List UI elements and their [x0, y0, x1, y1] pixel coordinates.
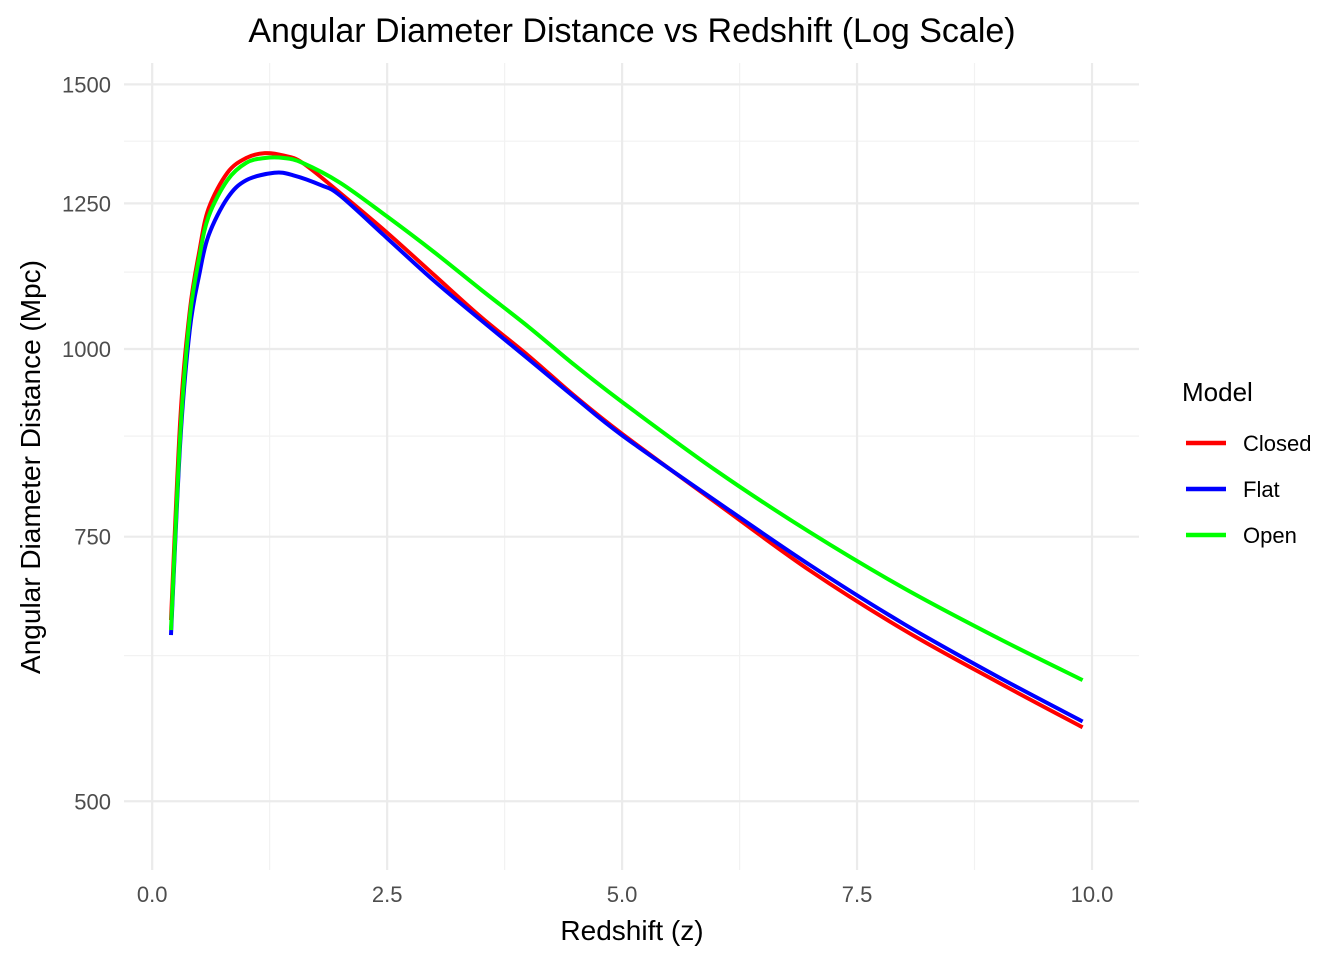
y-tick-label: 1500 [62, 72, 111, 97]
series-line-flat [168, 170, 1084, 724]
y-axis-title: Angular Diameter Distance (Mpc) [15, 260, 46, 674]
chart-title: Angular Diameter Distance vs Redshift (L… [248, 12, 1015, 50]
series-lines [168, 151, 1084, 730]
x-tick-label: 7.5 [842, 882, 873, 907]
x-axis-title: Redshift (z) [560, 915, 703, 946]
y-tick-label: 750 [74, 525, 111, 550]
x-tick-label: 10.0 [1071, 882, 1114, 907]
x-axis-ticks: 0.0 2.5 5.0 7.5 10.0 [137, 882, 1114, 907]
legend-label-flat: Flat [1243, 477, 1280, 502]
legend-label-closed: Closed [1243, 431, 1311, 456]
y-axis-ticks: 500 750 1000 1250 1500 [62, 72, 111, 814]
legend-label-open: Open [1243, 523, 1297, 548]
series-line-open [168, 155, 1084, 682]
x-tick-label: 5.0 [607, 882, 638, 907]
legend-title: Model [1182, 377, 1253, 407]
y-tick-label: 1250 [62, 191, 111, 216]
y-tick-label: 1000 [62, 337, 111, 362]
x-tick-label: 2.5 [372, 882, 403, 907]
grid [124, 63, 1139, 870]
legend-items: Closed Flat Open [1186, 431, 1311, 548]
y-tick-label: 500 [74, 789, 111, 814]
legend: Model Closed Flat Open [1182, 377, 1311, 548]
x-tick-label: 0.0 [137, 882, 168, 907]
